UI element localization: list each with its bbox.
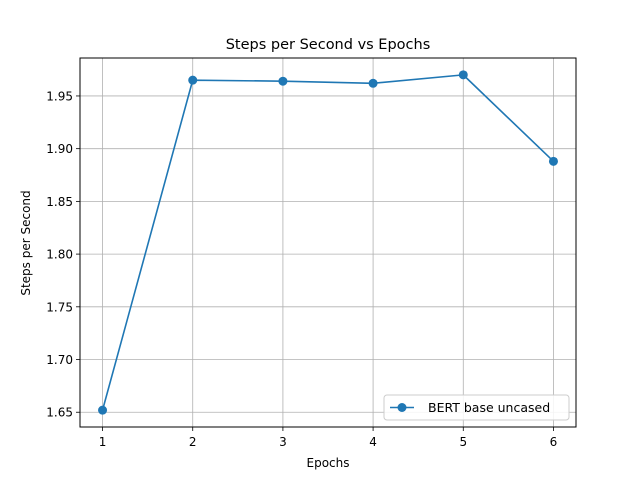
y-tick-label: 1.80 (46, 248, 73, 262)
x-tick-label: 6 (550, 435, 558, 449)
y-tick-label: 1.85 (46, 195, 73, 209)
series-line (101, 74, 555, 411)
legend-label: BERT base uncased (428, 400, 550, 415)
legend-marker (397, 403, 407, 412)
grid-lines (80, 58, 576, 427)
plot-frame (79, 57, 577, 428)
x-tick-label: 2 (189, 435, 197, 449)
axis-ticks: 1 2 3 4 5 6 1.65 1.70 1.75 1.80 1.85 1.90 1.95 (46, 89, 557, 449)
data-point (98, 405, 108, 415)
y-tick-label: 1.95 (46, 89, 73, 103)
y-tick-label: 1.90 (46, 142, 73, 156)
legend: BERT base uncased (383, 394, 570, 421)
x-tick-label: 5 (459, 435, 467, 449)
chart-title: Steps per Second vs Epochs (226, 37, 431, 53)
data-point (278, 76, 288, 86)
y-tick-label: 1.75 (46, 300, 73, 314)
y-tick-label: 1.65 (46, 406, 73, 420)
legend-box (383, 394, 570, 421)
x-tick-label: 4 (369, 435, 377, 449)
y-tick-label: 1.70 (46, 353, 73, 367)
x-tick-label: 3 (279, 435, 287, 449)
data-point (458, 70, 468, 80)
series-layer (98, 70, 558, 415)
data-point (548, 156, 558, 166)
data-point (188, 75, 198, 85)
x-axis-label: Epochs (307, 456, 350, 470)
y-axis-label: Steps per Second (19, 190, 33, 295)
x-tick-label: 1 (99, 435, 107, 449)
data-point (368, 78, 378, 88)
